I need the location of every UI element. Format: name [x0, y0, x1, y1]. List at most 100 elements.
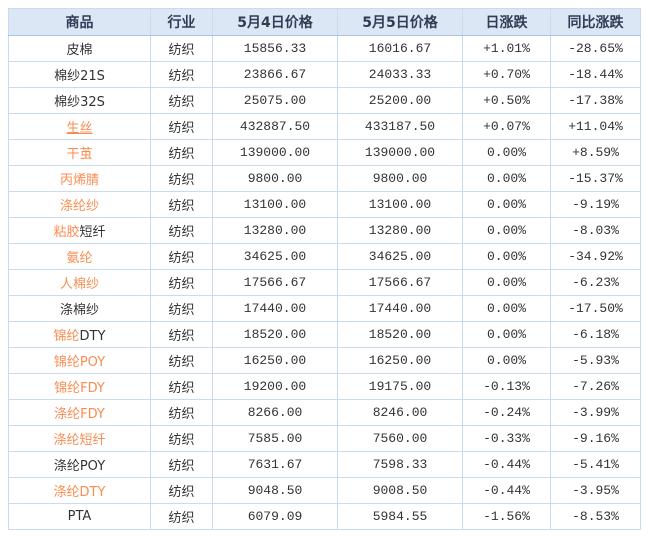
price-may5-cell: 16250.00 [337, 347, 463, 374]
header-price-may4: 5月4日价格 [212, 8, 338, 36]
price-may4-cell: 18520.00 [212, 321, 338, 348]
table-row: PTA 纺织 6079.09 5984.55 -1.56% -8.53% [8, 503, 641, 530]
industry-cell: 纺织 [150, 399, 213, 426]
yoy-change-cell: -15.37% [550, 165, 641, 192]
day-change-cell: +1.01% [462, 35, 551, 62]
commodity-link[interactable]: 锦纶POY [53, 355, 106, 370]
price-may5-cell: 7560.00 [337, 425, 463, 452]
day-change-cell: -0.24% [462, 399, 551, 426]
table-row: 皮棉 纺织 15856.33 16016.67 +1.01% -28.65% [8, 35, 641, 62]
table-row: 丙烯腈 纺织 9800.00 9800.00 0.00% -15.37% [8, 165, 641, 192]
yoy-change-cell: -9.19% [550, 191, 641, 218]
price-may5-cell: 17440.00 [337, 295, 463, 322]
yoy-change-cell: -6.18% [550, 321, 641, 348]
price-may5-cell: 16016.67 [337, 35, 463, 62]
yoy-change-cell: -9.16% [550, 425, 641, 452]
commodity-link[interactable]: 生丝 [66, 121, 93, 136]
industry-cell: 纺织 [150, 269, 213, 296]
day-change-cell: 0.00% [462, 269, 551, 296]
industry-cell: 纺织 [150, 425, 213, 452]
price-may5-cell: 17566.67 [337, 269, 463, 296]
yoy-change-cell: -5.93% [550, 347, 641, 374]
day-change-cell: +0.50% [462, 87, 551, 114]
industry-cell: 纺织 [150, 61, 213, 88]
commodity-link[interactable]: 涤纶纱 [59, 199, 99, 214]
price-may5-cell: 8246.00 [337, 399, 463, 426]
commodity-link[interactable]: 人棉纱 [59, 277, 99, 292]
commodity-label: 涤纶POY [53, 459, 106, 474]
price-may5-cell: 13280.00 [337, 217, 463, 244]
header-day-change: 日涨跌 [462, 8, 551, 36]
header-row: 商品 行业 5月4日价格 5月5日价格 日涨跌 同比涨跌 [8, 8, 641, 36]
industry-cell: 纺织 [150, 191, 213, 218]
yoy-change-cell: -17.38% [550, 87, 641, 114]
price-may4-cell: 9048.50 [212, 477, 338, 504]
table-row: 涤棉纱 纺织 17440.00 17440.00 0.00% -17.50% [8, 295, 641, 322]
table-row: 棉纱21S 纺织 23866.67 24033.33 +0.70% -18.44% [8, 61, 641, 88]
price-may5-cell: 19175.00 [337, 373, 463, 400]
table-row: 涤纶POY 纺织 7631.67 7598.33 -0.44% -5.41% [8, 451, 641, 478]
commodity-cell: 棉纱21S [8, 61, 151, 88]
table-header: 商品 行业 5月4日价格 5月5日价格 日涨跌 同比涨跌 [8, 8, 641, 36]
commodity-link[interactable]: 干茧 [66, 147, 93, 162]
price-may4-cell: 13280.00 [212, 217, 338, 244]
industry-cell: 纺织 [150, 347, 213, 374]
day-change-cell: 0.00% [462, 347, 551, 374]
commodity-cell: 生丝 [8, 113, 151, 140]
industry-cell: 纺织 [150, 87, 213, 114]
commodity-link[interactable]: 粘胶 [53, 225, 80, 240]
day-change-cell: +0.07% [462, 113, 551, 140]
yoy-change-cell: +11.04% [550, 113, 641, 140]
industry-cell: 纺织 [150, 451, 213, 478]
price-may5-cell: 13100.00 [337, 191, 463, 218]
table-row: 干茧 纺织 139000.00 139000.00 0.00% +8.59% [8, 139, 641, 166]
commodity-link[interactable]: 涤纶FDY [54, 407, 105, 422]
price-table: 商品 行业 5月4日价格 5月5日价格 日涨跌 同比涨跌 皮棉 纺织 15856.3… [8, 8, 641, 530]
commodity-label: 棉纱32S [54, 95, 105, 110]
industry-cell: 纺织 [150, 321, 213, 348]
commodity-cell: 涤纶DTY [8, 477, 151, 504]
commodity-link[interactable]: 锦纶FDY [54, 381, 105, 396]
day-change-cell: -0.44% [462, 451, 551, 478]
commodity-label: 棉纱21S [54, 69, 105, 84]
yoy-change-cell: -6.23% [550, 269, 641, 296]
commodity-cell: 皮棉 [8, 35, 151, 62]
day-change-cell: 0.00% [462, 321, 551, 348]
industry-cell: 纺织 [150, 217, 213, 244]
commodity-link[interactable]: 锦纶 [53, 329, 80, 344]
price-may4-cell: 23866.67 [212, 61, 338, 88]
industry-cell: 纺织 [150, 243, 213, 270]
commodity-cell: 涤棉纱 [8, 295, 151, 322]
yoy-change-cell: -7.26% [550, 373, 641, 400]
commodity-cell: 干茧 [8, 139, 151, 166]
header-price-may5: 5月5日价格 [337, 8, 463, 36]
day-change-cell: -0.44% [462, 477, 551, 504]
commodity-cell: 涤纶纱 [8, 191, 151, 218]
commodity-label: 短纤 [79, 225, 106, 240]
price-may4-cell: 8266.00 [212, 399, 338, 426]
commodity-label: DTY [79, 329, 106, 344]
commodity-link[interactable]: 涤纶DTY [53, 485, 106, 500]
industry-cell: 纺织 [150, 113, 213, 140]
yoy-change-cell: -8.53% [550, 503, 641, 530]
day-change-cell: 0.00% [462, 243, 551, 270]
commodity-link[interactable]: 涤纶短纤 [53, 433, 106, 448]
industry-cell: 纺织 [150, 295, 213, 322]
commodity-link[interactable]: 丙烯腈 [59, 173, 99, 188]
price-may4-cell: 7585.00 [212, 425, 338, 452]
day-change-cell: -0.33% [462, 425, 551, 452]
table-row: 粘胶短纤 纺织 13280.00 13280.00 0.00% -8.03% [8, 217, 641, 244]
price-may5-cell: 34625.00 [337, 243, 463, 270]
industry-cell: 纺织 [150, 477, 213, 504]
day-change-cell: +0.70% [462, 61, 551, 88]
day-change-cell: 0.00% [462, 139, 551, 166]
day-change-cell: -0.13% [462, 373, 551, 400]
price-may4-cell: 139000.00 [212, 139, 338, 166]
price-may4-cell: 432887.50 [212, 113, 338, 140]
price-may5-cell: 7598.33 [337, 451, 463, 478]
yoy-change-cell: -3.99% [550, 399, 641, 426]
table-row: 氨纶 纺织 34625.00 34625.00 0.00% -34.92% [8, 243, 641, 270]
commodity-cell: PTA [8, 503, 151, 530]
commodity-link[interactable]: 氨纶 [66, 251, 93, 266]
yoy-change-cell: -17.50% [550, 295, 641, 322]
